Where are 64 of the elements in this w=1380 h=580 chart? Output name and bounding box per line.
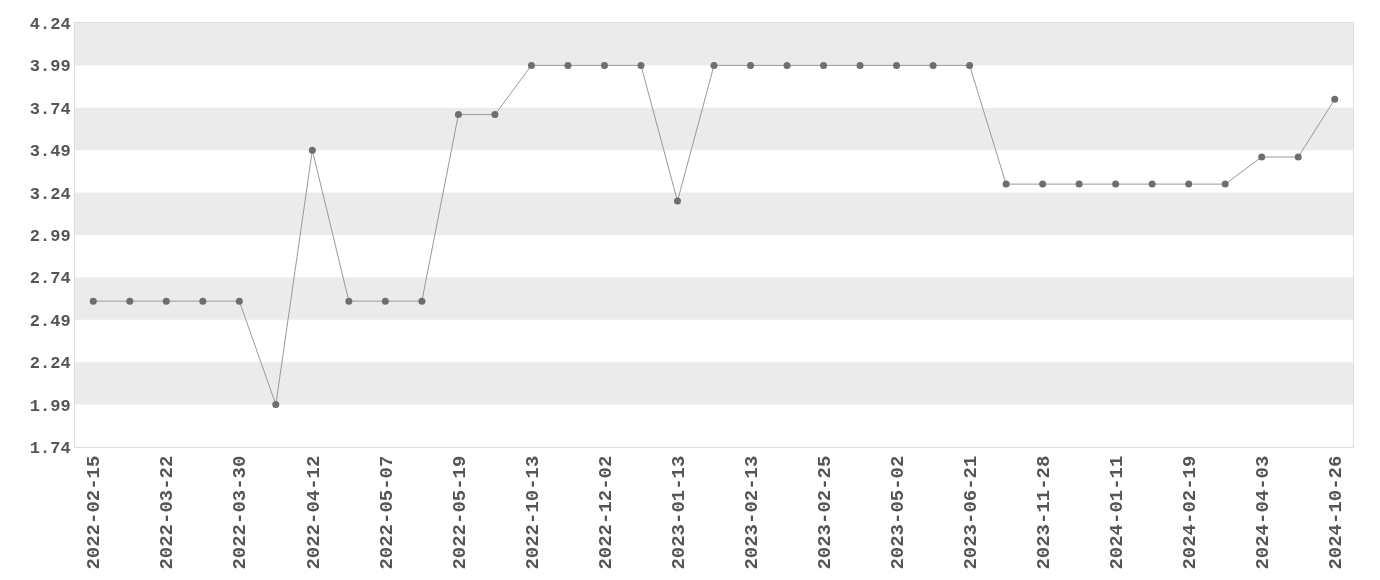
point: [1148, 180, 1156, 188]
point: [893, 61, 901, 69]
x-tick-label: 2022-05-19: [448, 455, 471, 570]
x-tick-label: 2022-12-02: [594, 455, 617, 570]
point: [1185, 180, 1193, 188]
point: [235, 297, 243, 305]
x-tick-label: 2022-05-07: [375, 455, 398, 570]
point: [162, 297, 170, 305]
y-tick-label: 2.24: [29, 354, 71, 374]
y-tick-label: 3.24: [29, 184, 71, 204]
point: [1112, 180, 1120, 188]
x-tick-label: 2023-01-13: [667, 455, 690, 570]
x-tick-label: 2024-04-03: [1251, 455, 1274, 570]
point: [308, 146, 316, 154]
x-tick-label: 2023-11-28: [1032, 455, 1055, 570]
y-tick-label: 2.49: [29, 311, 71, 331]
point: [1294, 153, 1302, 161]
point: [1221, 180, 1229, 188]
x-tick-label: 2022-10-13: [521, 455, 544, 570]
x-tick-label: 2024-10-26: [1324, 455, 1347, 570]
x-tick-label: 2022-03-22: [156, 455, 179, 570]
point: [1039, 180, 1047, 188]
point: [710, 61, 718, 69]
point: [89, 297, 97, 305]
point: [600, 61, 608, 69]
point: [637, 61, 645, 69]
x-tick-label: 2022-03-30: [229, 455, 252, 570]
point: [564, 61, 572, 69]
x-tick-label: 2022-04-12: [302, 455, 325, 570]
x-tick-label: 2023-06-21: [959, 455, 982, 570]
y-tick-label: 2.74: [29, 269, 71, 289]
y-tick-label: 1.74: [29, 438, 71, 458]
point: [747, 61, 755, 69]
point: [783, 61, 791, 69]
point: [966, 61, 974, 69]
point: [673, 197, 681, 205]
point: [345, 297, 353, 305]
point: [272, 401, 280, 409]
point: [1002, 180, 1010, 188]
point: [929, 61, 937, 69]
x-tick-label: 2023-05-02: [886, 455, 909, 570]
point: [820, 61, 828, 69]
point: [454, 111, 462, 119]
x-tick-label: 2023-02-25: [813, 455, 836, 570]
point: [856, 61, 864, 69]
y-tick-label: 3.99: [29, 57, 71, 77]
x-tick-label: 2023-02-13: [740, 455, 763, 570]
point: [126, 297, 134, 305]
x-tick-label: 2024-01-11: [1105, 455, 1128, 570]
x-tick-label: 2024-02-19: [1178, 455, 1201, 570]
x-tick-label: 2022-02-15: [83, 455, 106, 570]
point: [381, 297, 389, 305]
point: [527, 61, 535, 69]
y-tick-label: 3.74: [29, 99, 71, 119]
point: [1075, 180, 1083, 188]
y-tick-label: 2.99: [29, 226, 71, 246]
point: [1331, 95, 1339, 103]
point: [1258, 153, 1266, 161]
point: [491, 111, 499, 119]
point: [199, 297, 207, 305]
y-tick-label: 4.24: [29, 14, 71, 34]
y-tick-label: 1.99: [29, 396, 71, 416]
point: [418, 297, 426, 305]
y-tick-label: 3.49: [29, 142, 71, 162]
